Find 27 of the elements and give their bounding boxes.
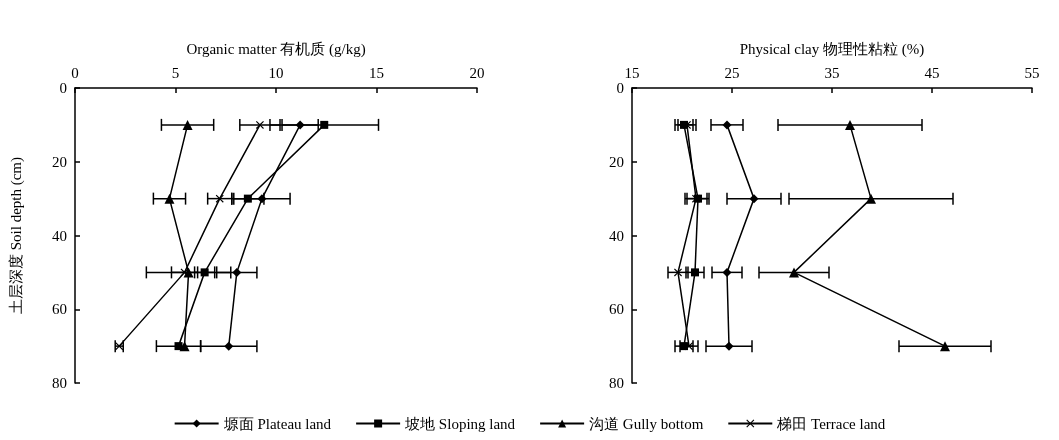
legend-label: 坡地 Sloping land bbox=[404, 415, 516, 432]
legend-label: 塬面 Plateau land bbox=[222, 415, 332, 432]
y-tick-label: 80 bbox=[52, 375, 67, 391]
y-tick-label: 60 bbox=[609, 301, 624, 318]
y-axis-title: 土层深度 Soil depth (cm) bbox=[7, 156, 25, 315]
y-tick-label: 20 bbox=[609, 153, 624, 170]
x-tick-label: 0 bbox=[71, 64, 79, 81]
x-tick-label: 35 bbox=[824, 64, 840, 81]
x-axis-title: Physical clay 物理性粘粒 (%) bbox=[739, 40, 925, 58]
y-tick-label: 60 bbox=[52, 301, 67, 318]
y-tick-label: 80 bbox=[609, 375, 624, 391]
x-axis-title: Organic matter 有机质 (g/kg) bbox=[186, 40, 366, 58]
x-tick-label: 55 bbox=[1024, 64, 1040, 81]
y-tick-label: 20 bbox=[52, 153, 67, 170]
x-tick-label: 20 bbox=[469, 64, 485, 81]
x-tick-label: 15 bbox=[369, 64, 384, 81]
x-tick-label: 25 bbox=[724, 64, 740, 81]
x-tick-label: 15 bbox=[624, 64, 640, 81]
x-tick-label: 5 bbox=[171, 64, 180, 81]
y-tick-label: 40 bbox=[52, 227, 67, 244]
y-tick-label: 40 bbox=[609, 227, 624, 244]
legend-label: 沟道 Gully bottom bbox=[589, 415, 704, 432]
x-tick-label: 45 bbox=[924, 64, 940, 81]
legend-label: 梯田 Terrace land bbox=[776, 415, 886, 432]
x-tick-label: 10 bbox=[268, 64, 284, 81]
y-tick-label: 0 bbox=[616, 80, 624, 96]
y-tick-label: 0 bbox=[59, 80, 67, 96]
